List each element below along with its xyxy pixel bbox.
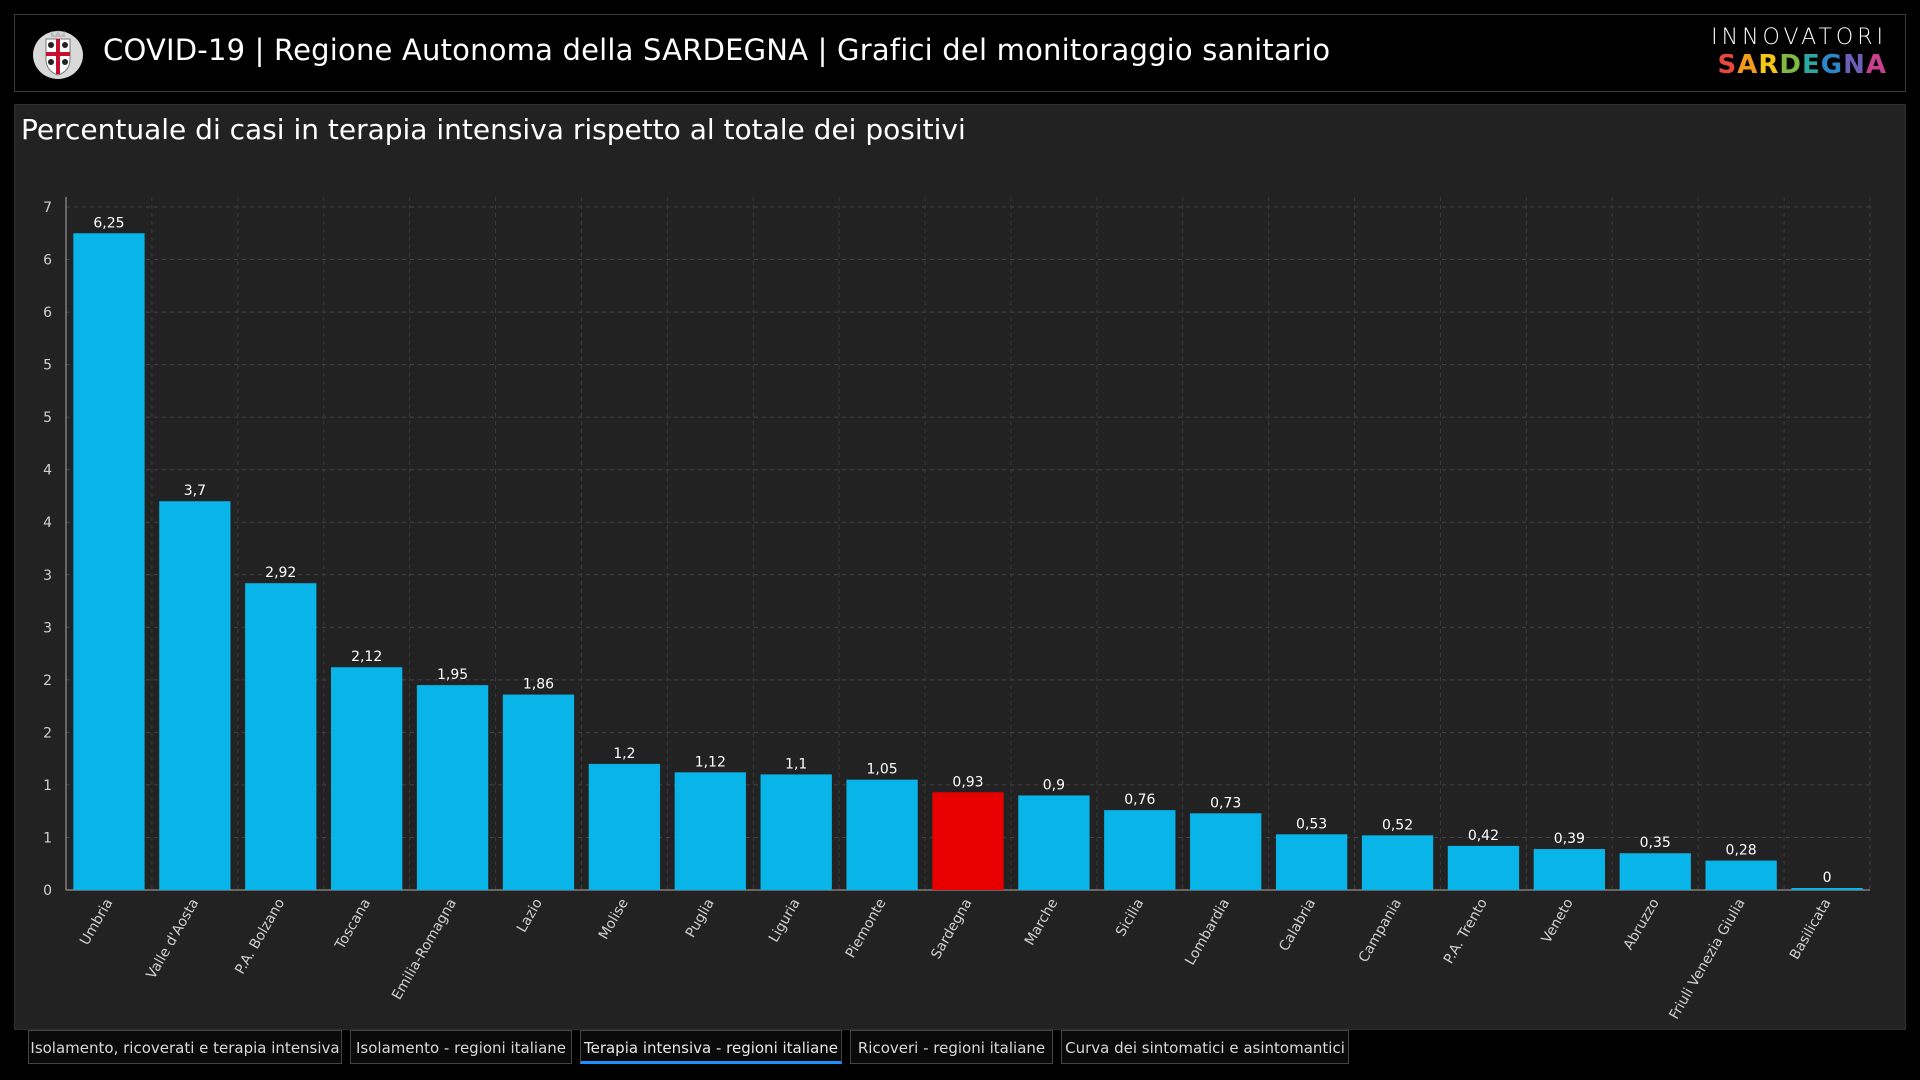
x-tick-label: Sicilia [1113, 896, 1147, 939]
logo-bottom-text: SARDEGNA [1711, 51, 1887, 79]
y-tick-label: 1 [43, 830, 52, 846]
bar-lombardia [1190, 813, 1262, 890]
bar-basilicata [1791, 888, 1863, 890]
chart-panel: Percentuale di casi in terapia intensiva… [14, 104, 1906, 1030]
logo-letter: A [1865, 50, 1887, 80]
x-tick-label: Campania [1356, 896, 1405, 965]
data-label: 0,73 [1210, 795, 1241, 811]
bar-abruzzo [1619, 853, 1691, 890]
x-tick-label: Basilicata [1787, 896, 1835, 962]
data-label: 6,25 [93, 215, 124, 231]
bar-valle-d-aosta [159, 501, 231, 890]
x-tick-label: Umbria [77, 896, 116, 948]
x-tick-label: Abruzzo [1621, 896, 1663, 953]
data-label: 0,39 [1554, 831, 1585, 847]
y-tick-label: 5 [43, 410, 52, 426]
x-tick-label: Molise [596, 896, 632, 942]
y-tick-label: 6 [43, 305, 52, 321]
y-tick-label: 3 [43, 620, 52, 636]
data-label: 1,05 [867, 762, 898, 778]
bar-p-a-trento [1447, 845, 1520, 890]
sardinia-crest-icon [33, 30, 83, 79]
tab-ricoveri-regioni-italiane[interactable]: Ricoveri - regioni italiane [850, 1030, 1053, 1064]
x-tick-label: Piemonte [843, 896, 890, 961]
x-tick-label: Toscana [332, 896, 374, 953]
x-tick-label: Friuli Venezia Giulia [1666, 896, 1748, 1022]
data-label: 0,9 [1043, 777, 1065, 793]
bar-sicilia [1104, 810, 1176, 890]
bar-calabria [1275, 834, 1348, 890]
bar-toscana [331, 667, 403, 890]
x-tick-label: Sardegna [928, 896, 975, 962]
data-label: 2,12 [351, 649, 382, 665]
y-tick-label: 5 [43, 358, 52, 374]
bar-liguria [760, 774, 832, 890]
y-tick-label: 1 [43, 778, 52, 794]
bar-p-a-bolzano [245, 583, 317, 890]
bar-campania [1361, 835, 1434, 890]
bar-emilia-romagna [416, 685, 489, 890]
tab-curva-dei-sintomatici-e-asintomantici[interactable]: Curva dei sintomatici e asintomantici [1061, 1030, 1349, 1064]
innovatori-sardegna-logo: INNOVATORI SARDEGNA [1711, 25, 1887, 79]
x-tick-label: Puglia [683, 896, 718, 941]
x-tick-label: Veneto [1539, 896, 1577, 946]
x-tick-label: Valle d'Aosta [144, 896, 203, 982]
tab-isolamento-ricoverati-e-terapia-intensiva[interactable]: Isolamento, ricoverati e terapia intensi… [28, 1030, 342, 1064]
y-tick-label: 2 [43, 673, 52, 689]
y-tick-label: 6 [43, 253, 52, 269]
tab-isolamento-regioni-italiane[interactable]: Isolamento - regioni italiane [350, 1030, 572, 1064]
bar-umbria [73, 233, 145, 890]
data-label: 1,86 [523, 677, 554, 693]
bar-veneto [1533, 849, 1605, 890]
bar-friuli-venezia-giulia [1705, 860, 1777, 890]
x-tick-label: Liguria [766, 896, 804, 945]
chart-title: Percentuale di casi in terapia intensiva… [21, 113, 966, 146]
app-header: COVID-19 | Regione Autonoma della SARDEG… [14, 14, 1906, 92]
data-label: 0,52 [1382, 817, 1413, 833]
y-tick-label: 4 [43, 515, 52, 531]
bar-puglia [674, 772, 746, 890]
data-label: 2,92 [265, 565, 296, 581]
x-tick-label: Calabria [1276, 896, 1319, 954]
data-label: 0 [1823, 870, 1832, 886]
data-label: 0,53 [1296, 816, 1327, 832]
data-label: 0,76 [1124, 792, 1155, 808]
x-tick-label: Emilia-Romagna [389, 896, 460, 1003]
data-label: 0,42 [1468, 828, 1499, 844]
logo-letter: D [1779, 50, 1802, 80]
data-label: 3,7 [184, 483, 206, 499]
app-title: COVID-19 | Regione Autonoma della SARDEG… [103, 33, 1331, 67]
bar-marche [1018, 795, 1090, 890]
logo-letter: E [1802, 50, 1821, 80]
y-tick-label: 3 [43, 568, 52, 584]
logo-letter: G [1820, 50, 1844, 80]
logo-letter: S [1717, 50, 1738, 80]
logo-letter: R [1758, 50, 1780, 80]
y-tick-label: 4 [43, 463, 52, 479]
tab-terapia-intensiva-regioni-italiane[interactable]: Terapia intensiva - regioni italiane [580, 1030, 842, 1064]
y-tick-label: 0 [43, 883, 52, 899]
bar-chart: 0 1 1 2 2 3 3 4 4 5 5 6 6 7 6,25 Umbria 3,7 Valle d'Aosta… [43, 197, 1871, 1022]
x-tick-label: P.A. Trento [1441, 896, 1491, 967]
data-label: 0,28 [1726, 843, 1757, 859]
x-tick-label: P.A. Bolzano [232, 896, 288, 977]
x-tick-label: Lombardia [1182, 896, 1233, 968]
bar-sardegna [932, 792, 1004, 890]
data-label: 0,93 [952, 774, 983, 790]
x-tick-label: Marche [1022, 896, 1062, 948]
logo-letter: A [1737, 50, 1759, 80]
y-tick-label: 7 [43, 200, 52, 216]
data-label: 1,95 [437, 667, 468, 683]
bar-molise [588, 763, 661, 890]
y-tick-label: 2 [43, 725, 52, 741]
bar-piemonte [846, 779, 918, 890]
logo-letter: N [1843, 50, 1866, 80]
data-label: 0,35 [1640, 835, 1671, 851]
logo-top-text: INNOVATORI [1711, 25, 1887, 50]
data-label: 1,2 [613, 746, 635, 762]
data-label: 1,12 [695, 754, 726, 770]
x-tick-label: Lazio [514, 896, 546, 935]
bar-lazio [502, 694, 575, 890]
data-label: 1,1 [785, 756, 807, 772]
